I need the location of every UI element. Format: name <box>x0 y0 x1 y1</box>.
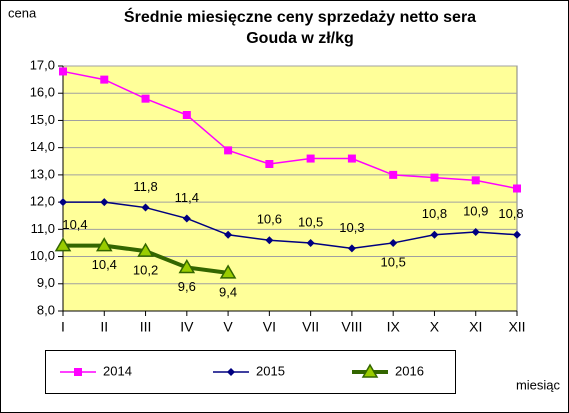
data-label: 11,4 <box>175 190 199 205</box>
data-label: 10,5 <box>381 254 406 269</box>
point <box>137 242 154 257</box>
point <box>389 170 398 179</box>
point <box>306 238 315 247</box>
point <box>513 184 521 193</box>
point <box>306 154 315 163</box>
data-label: 10,4 <box>62 217 87 232</box>
data-label: 9,4 <box>219 284 237 299</box>
point <box>182 111 191 119</box>
point <box>59 67 67 76</box>
data-label: 10,8 <box>498 206 523 221</box>
y-tick-label: 16,0 <box>30 85 55 100</box>
x-tick-label: VIII <box>341 319 362 335</box>
x-tick-label: VI <box>263 319 276 335</box>
y-tick-label: 10,0 <box>30 248 55 263</box>
legend-label: 2014 <box>103 363 132 378</box>
legend-label: 2015 <box>256 363 285 378</box>
x-axis-label: miesiąc <box>516 377 561 392</box>
x-tick-label: V <box>223 319 233 335</box>
data-label: 10,2 <box>133 263 158 278</box>
x-tick-label: I <box>61 319 65 335</box>
legend-marker <box>74 368 82 376</box>
y-tick-label: 9,0 <box>37 275 55 290</box>
data-label: 10,8 <box>422 206 447 221</box>
y-tick-label: 17,0 <box>30 57 55 72</box>
legend-marker <box>227 368 235 376</box>
point <box>224 146 233 155</box>
x-tick-label: VII <box>302 319 319 335</box>
x-tick-label: XII <box>508 319 525 335</box>
point <box>265 160 274 168</box>
point <box>513 230 521 239</box>
data-label: 9,6 <box>178 279 196 294</box>
x-tick-label: III <box>140 319 152 335</box>
point <box>347 244 356 253</box>
point <box>141 203 150 212</box>
point <box>178 258 196 274</box>
point <box>219 264 237 279</box>
point <box>224 230 233 239</box>
point <box>141 94 150 103</box>
y-tick-label: 14,0 <box>30 139 55 154</box>
chart-title: Gouda w zł/kg <box>246 30 354 47</box>
point <box>430 173 439 182</box>
point <box>265 236 274 245</box>
data-label: 10,4 <box>92 257 117 272</box>
point <box>182 214 191 223</box>
x-tick-label: IV <box>180 319 194 335</box>
plot-area <box>62 65 518 312</box>
point <box>100 75 109 84</box>
series-line <box>63 201 518 250</box>
y-axis-label: cena <box>8 5 37 20</box>
point <box>100 198 109 207</box>
point <box>347 154 356 163</box>
y-tick-label: 8,0 <box>37 302 55 317</box>
legend-marker <box>361 363 379 378</box>
point <box>389 238 398 247</box>
series-line <box>62 70 518 190</box>
data-label: 10,5 <box>298 214 323 229</box>
point <box>430 230 439 239</box>
chart-title: Średnie miesięczne ceny sprzedaży netto … <box>124 7 476 26</box>
x-tick-label: IX <box>387 319 401 335</box>
data-label: 11,8 <box>133 179 157 194</box>
data-label: 10,6 <box>257 212 282 227</box>
data-label: 10,3 <box>339 220 364 235</box>
data-label: 10,9 <box>463 203 488 218</box>
x-tick-label: X <box>430 319 440 335</box>
point <box>59 198 67 207</box>
point <box>471 228 480 237</box>
x-tick-label: II <box>100 319 108 335</box>
y-tick-label: 15,0 <box>30 112 55 127</box>
y-tick-label: 11,0 <box>31 221 55 236</box>
y-tick-label: 12,0 <box>30 194 55 209</box>
x-tick-label: XI <box>469 319 482 335</box>
y-tick-label: 13,0 <box>30 166 55 181</box>
point <box>54 237 72 252</box>
point <box>471 176 480 185</box>
legend-label: 2016 <box>395 363 424 378</box>
point <box>95 237 113 252</box>
